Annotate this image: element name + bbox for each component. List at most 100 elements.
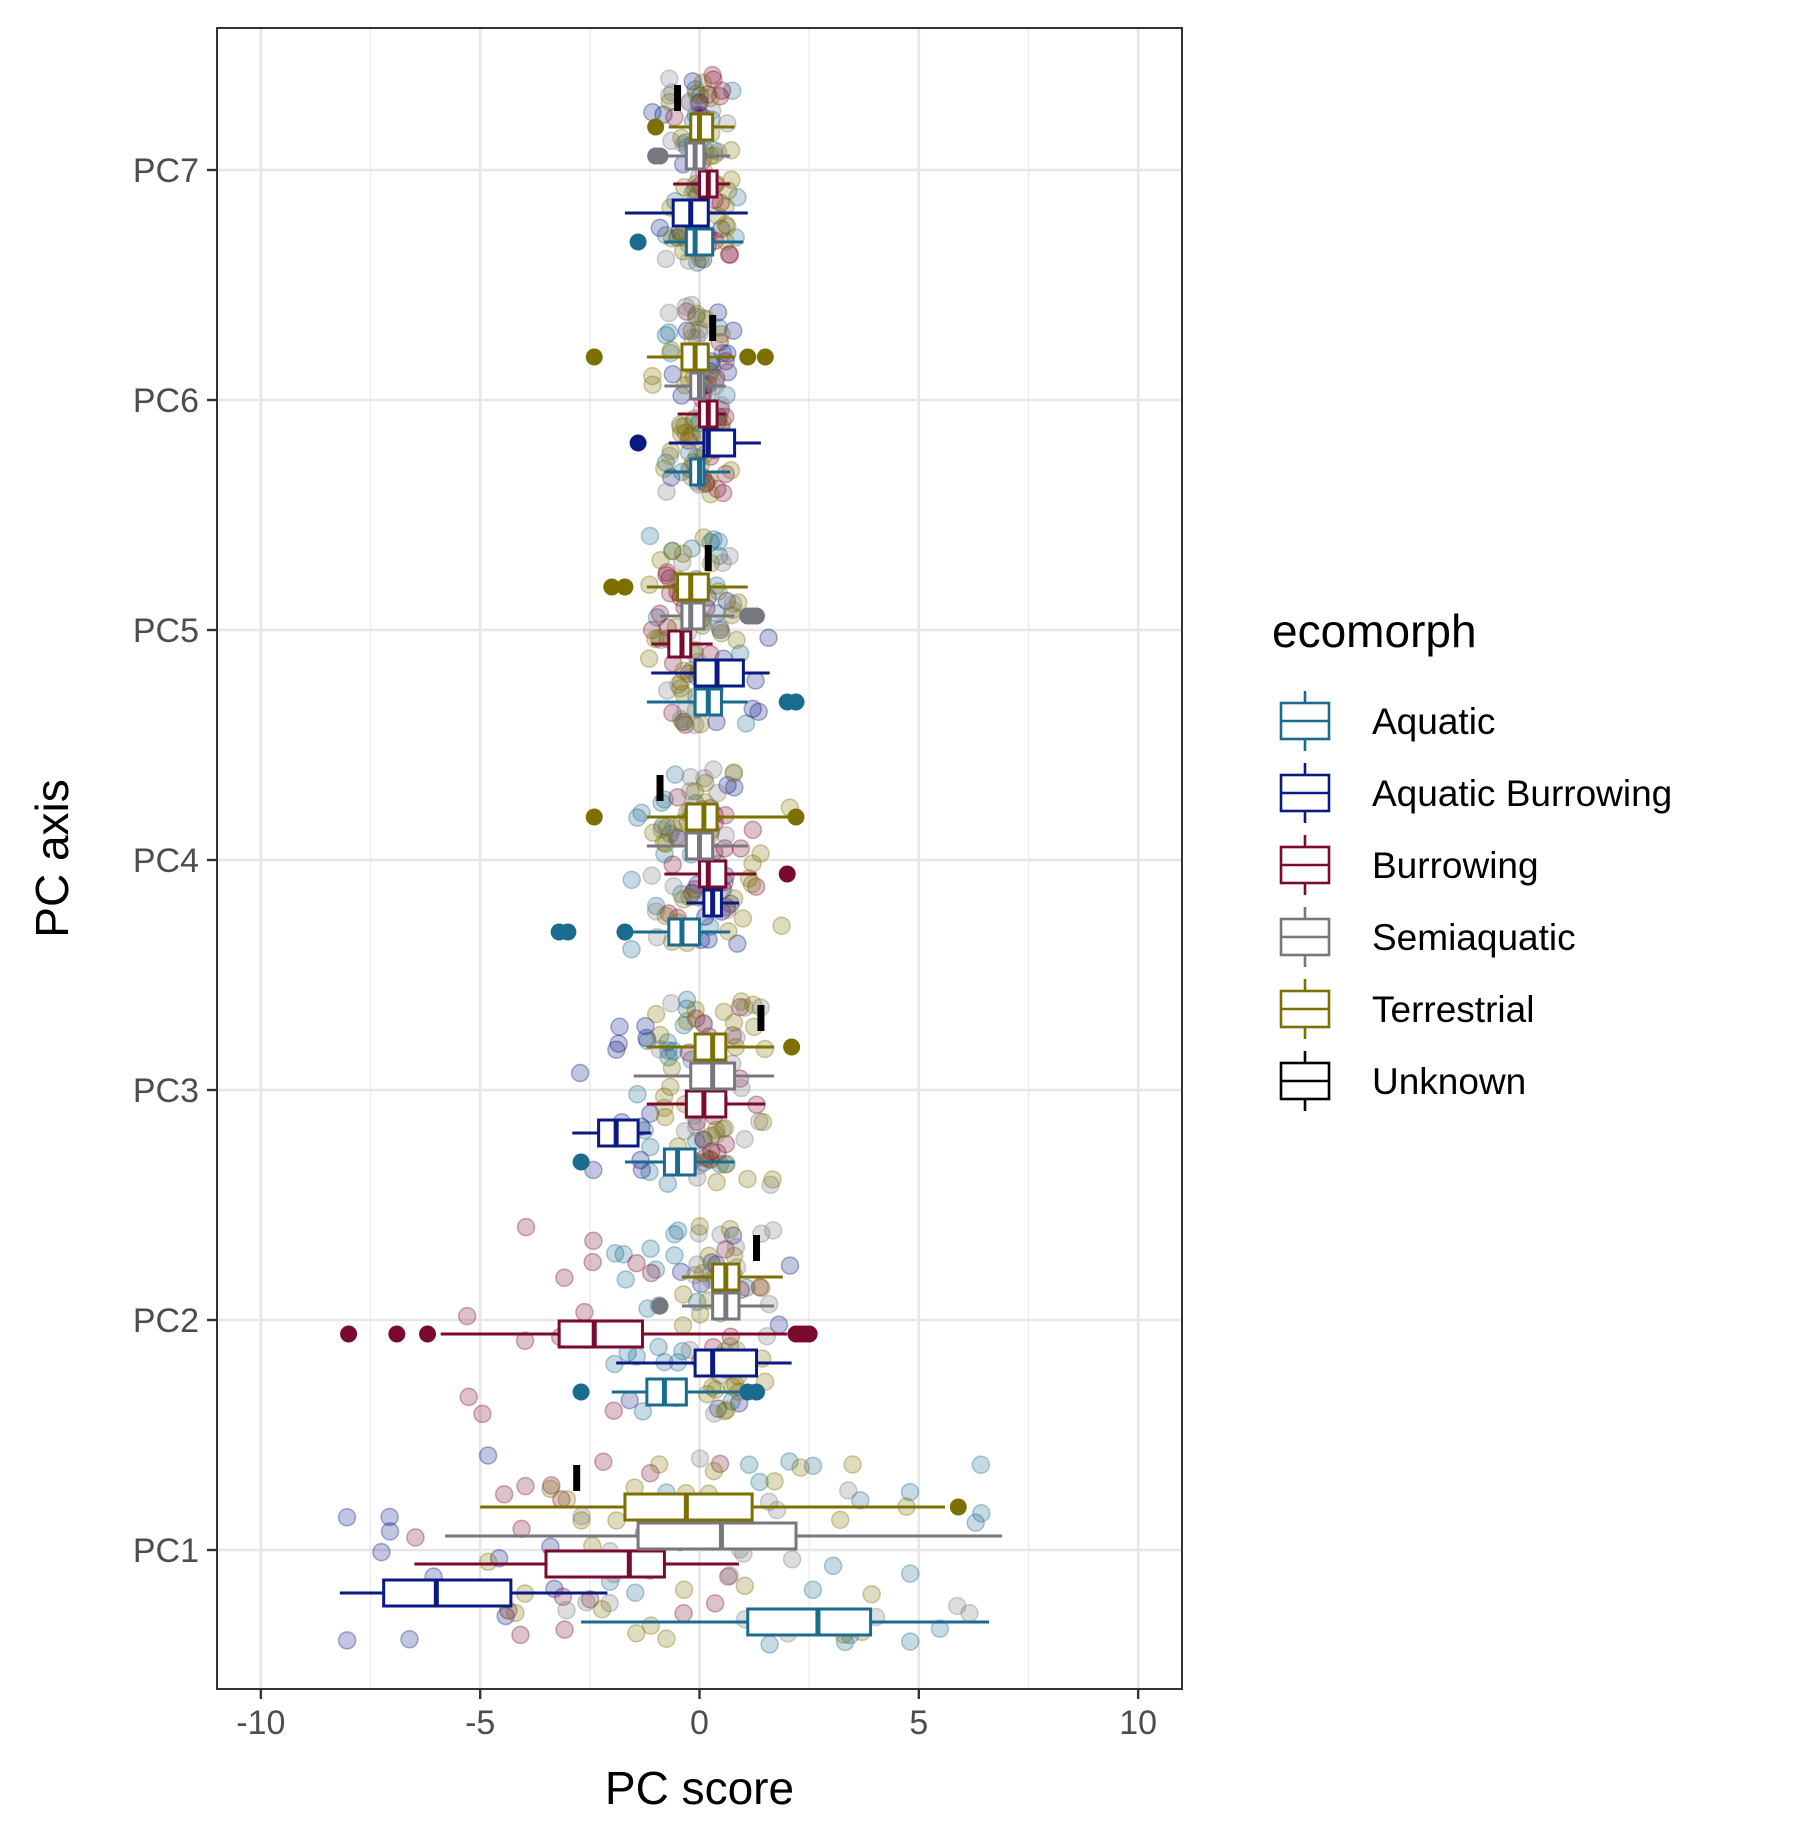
jitter-point (728, 934, 747, 953)
jitter-point (650, 604, 670, 624)
jitter-point (843, 1455, 862, 1474)
jitter-point (718, 775, 737, 795)
jitter-point (628, 808, 647, 827)
jitter-point (715, 1119, 735, 1138)
jitter-point (657, 1629, 676, 1648)
jitter-point (728, 593, 748, 612)
outlier-point (585, 808, 603, 826)
jitter-point (674, 1604, 693, 1623)
box-single-mark (656, 775, 664, 801)
jitter-point (656, 325, 676, 345)
jitter-point (674, 1285, 693, 1304)
legend-label: Terrestrial (1372, 989, 1534, 1030)
legend-key-semiaquatic: Semiaquatic (1279, 907, 1576, 967)
box-terrestrial-pc4 (585, 802, 805, 832)
jitter-point (660, 446, 680, 466)
jitter-point (674, 1580, 694, 1600)
jitter-point (701, 1142, 721, 1161)
jitter-point (459, 1387, 478, 1407)
jitter-point (723, 594, 743, 614)
jitter-point (691, 1274, 711, 1294)
jitter-point (750, 1112, 769, 1131)
jitter-point (659, 323, 679, 342)
jitter-point (760, 1635, 779, 1654)
jitter-point (651, 1025, 670, 1045)
jitter-point (735, 1576, 755, 1596)
y-axis-title: PC axis (26, 779, 78, 937)
box-semiaquatic-pc4 (646, 831, 748, 861)
jitter-point (457, 1306, 477, 1326)
jitter-point (727, 630, 746, 650)
jitter-point (646, 1260, 666, 1279)
jitter-point (622, 870, 641, 890)
outlier-point (629, 233, 647, 251)
box-terrestrial-pc5 (603, 572, 748, 602)
jitter-point (584, 1160, 603, 1180)
jitter-point (721, 460, 741, 480)
box-unknown-pc7 (674, 85, 682, 111)
jitter-point (725, 778, 744, 797)
jitter-point (641, 1463, 660, 1483)
jitter-point (662, 541, 682, 561)
jitter-point (584, 1231, 603, 1251)
box-aquatic-pc7 (629, 227, 744, 257)
jitter-point (677, 302, 696, 321)
jitter-point (823, 1556, 843, 1576)
jitter-point (541, 1479, 560, 1499)
jitter-point (674, 712, 693, 732)
legend-title: ecomorph (1272, 605, 1477, 657)
jitter-point (682, 321, 701, 341)
jitter-point (712, 623, 731, 643)
outlier-point (616, 578, 634, 596)
jitter-point (706, 1380, 725, 1399)
box-aquatic-pc1 (581, 1607, 989, 1637)
jitter-point (711, 1225, 730, 1244)
jitter-point (715, 839, 734, 858)
jitter-point (900, 1482, 920, 1502)
jitter-point (699, 1246, 719, 1266)
jitter-point (743, 854, 762, 873)
box-terrestrial-pc3 (646, 1032, 801, 1062)
jitter-point (746, 671, 765, 690)
jitter-point (607, 1040, 626, 1059)
outlier-point (800, 1325, 818, 1343)
jitter-point (673, 1342, 692, 1361)
jitter-point (751, 844, 770, 863)
jitter-point (690, 323, 709, 343)
box-aquatic-burrowing-pc7 (624, 198, 748, 228)
y-tick-label: PC7 (133, 152, 199, 190)
jitter-point (679, 431, 698, 450)
jitter-point (690, 1217, 710, 1236)
jitter-point (633, 1402, 653, 1421)
box-iqr (684, 227, 715, 257)
jitter-point (673, 1316, 693, 1335)
jitter-point (746, 877, 766, 896)
legend-label: Unknown (1372, 1061, 1526, 1102)
x-tick-label: 5 (909, 1704, 928, 1742)
jitter-point (699, 1149, 719, 1169)
box-semiaquatic-pc7 (647, 141, 731, 171)
jitter-point (720, 547, 739, 566)
jitter-point (686, 80, 705, 99)
jitter-point (542, 1476, 561, 1495)
jitter-point (720, 1219, 740, 1239)
jitter-point (715, 1155, 735, 1174)
box-single-mark (753, 1235, 761, 1261)
jitter-point (687, 1117, 706, 1137)
outlier-point (572, 1153, 590, 1171)
jitter-point (637, 1028, 656, 1048)
jitter-point (577, 1593, 596, 1612)
jitter-point (674, 684, 693, 704)
jitter-point (703, 65, 722, 85)
jitter-point (714, 1002, 734, 1022)
outlier-point (647, 118, 665, 136)
jitter-point (694, 1131, 714, 1150)
jitter-point (656, 226, 676, 245)
jitter-point (947, 1596, 967, 1616)
jitter-point (661, 340, 681, 360)
jitter-point (707, 479, 727, 499)
jitter-point (767, 1500, 787, 1520)
outlier-point (651, 1297, 669, 1315)
jitter-point (640, 526, 660, 546)
